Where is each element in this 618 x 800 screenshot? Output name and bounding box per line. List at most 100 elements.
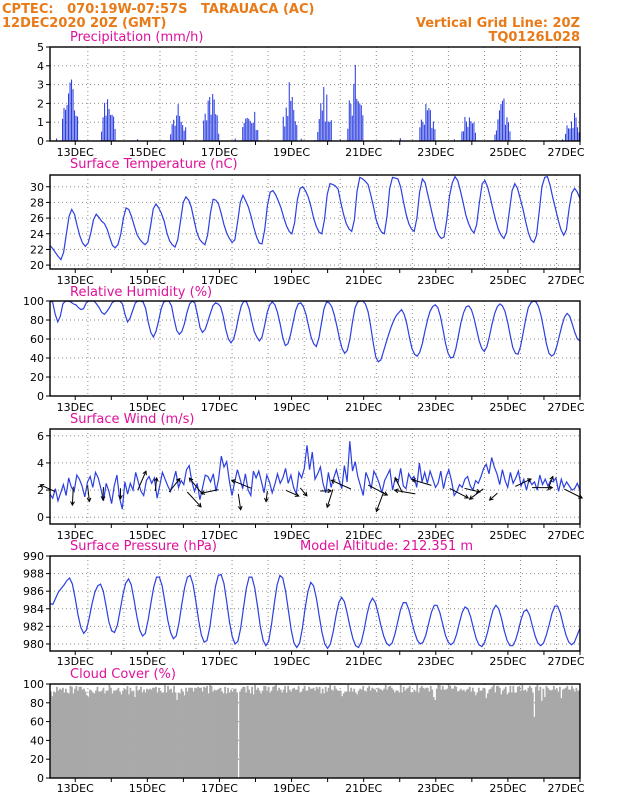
bar [215, 114, 217, 141]
bar [467, 688, 470, 778]
wind-arrow [469, 488, 484, 500]
bar [434, 129, 436, 141]
wind-arrow [285, 489, 300, 497]
wind-arrow [87, 485, 90, 502]
y-tick-label: 40 [30, 734, 44, 747]
bar [138, 689, 141, 778]
bar [110, 687, 112, 778]
bar [141, 692, 144, 778]
bar [470, 691, 473, 778]
bar [227, 687, 229, 778]
x-tick-label: 25DEC [489, 401, 526, 414]
bar [446, 688, 449, 778]
bar [281, 692, 284, 778]
bar [206, 685, 208, 778]
bar [578, 132, 580, 141]
bar [128, 694, 130, 778]
bar [374, 689, 377, 778]
panel-title: Surface Wind (m/s) [70, 412, 194, 427]
bar [140, 686, 142, 778]
bar [110, 115, 112, 141]
bar [558, 686, 561, 778]
bar [264, 685, 267, 778]
bar [338, 690, 341, 778]
bar [435, 688, 438, 778]
bar [521, 684, 524, 778]
header-code: TQ0126L028 [488, 30, 580, 45]
bar [287, 116, 289, 141]
bar [543, 697, 546, 778]
bar [203, 120, 205, 141]
bar [216, 689, 219, 778]
bar [432, 121, 434, 141]
bar [111, 114, 113, 141]
bar [321, 110, 323, 141]
bar [419, 687, 422, 778]
bar [573, 112, 576, 141]
bar [308, 686, 311, 778]
bar [480, 690, 483, 778]
bar [330, 689, 333, 778]
panel-frame [49, 555, 581, 652]
bar [93, 693, 96, 778]
bar [497, 119, 499, 141]
bar [224, 686, 226, 778]
bar [75, 115, 77, 141]
wind-arrow [189, 477, 204, 495]
x-tick-label: 17DEC [201, 782, 238, 795]
bar [537, 690, 540, 778]
wind-arrow [411, 479, 432, 486]
wind-arrow [154, 477, 158, 491]
x-tick-label: 23DEC [417, 782, 454, 795]
bar [212, 691, 214, 778]
bar [170, 134, 172, 141]
wind-arrow [168, 478, 181, 493]
x-tick-label: 17DEC [201, 401, 238, 414]
wind-arrow [375, 491, 385, 512]
y-tick-label: 5 [37, 41, 44, 54]
panel-3: Relative Humidity (%) 0 20 40 60 80 100 13DEC 15… [23, 285, 585, 414]
bar [51, 696, 54, 778]
bar [159, 690, 162, 778]
bar [210, 114, 212, 141]
bar [288, 689, 291, 778]
bar [90, 690, 93, 778]
bar [294, 689, 297, 778]
panel-4: Surface Wind (m/s) 0 2 4 6 13DEC 15DEC 17DEC 19D… [37, 412, 585, 542]
wind-arrow-head [488, 496, 494, 501]
bar [176, 699, 178, 778]
bar [126, 685, 129, 778]
wind-arrow-head [411, 478, 417, 483]
bar [69, 685, 72, 778]
bar [66, 104, 68, 141]
bar [77, 690, 79, 778]
wind-arrow-head [188, 477, 194, 483]
bar [246, 685, 249, 778]
bar [347, 128, 349, 141]
bar [561, 139, 564, 141]
bar [267, 686, 270, 778]
bar [240, 688, 243, 778]
y-tick-label: 20 [30, 259, 44, 272]
bar [429, 685, 432, 778]
bar [357, 101, 359, 141]
bar [348, 691, 351, 778]
bar [300, 138, 302, 141]
header-run-time: 12DEC2020 20Z (GMT) [2, 16, 166, 31]
bar [203, 686, 205, 778]
bar [327, 687, 330, 778]
bar [174, 692, 177, 778]
bar [533, 716, 536, 778]
wind-arrow [237, 493, 242, 510]
bar [362, 685, 365, 778]
bar [365, 691, 368, 778]
bar [77, 116, 79, 141]
bar [326, 691, 329, 778]
bar [471, 123, 473, 141]
bar [207, 100, 209, 141]
bar [213, 689, 216, 778]
bar [296, 125, 298, 141]
bar [342, 693, 345, 778]
bar [300, 691, 303, 778]
x-tick-label: 19DEC [273, 146, 310, 159]
